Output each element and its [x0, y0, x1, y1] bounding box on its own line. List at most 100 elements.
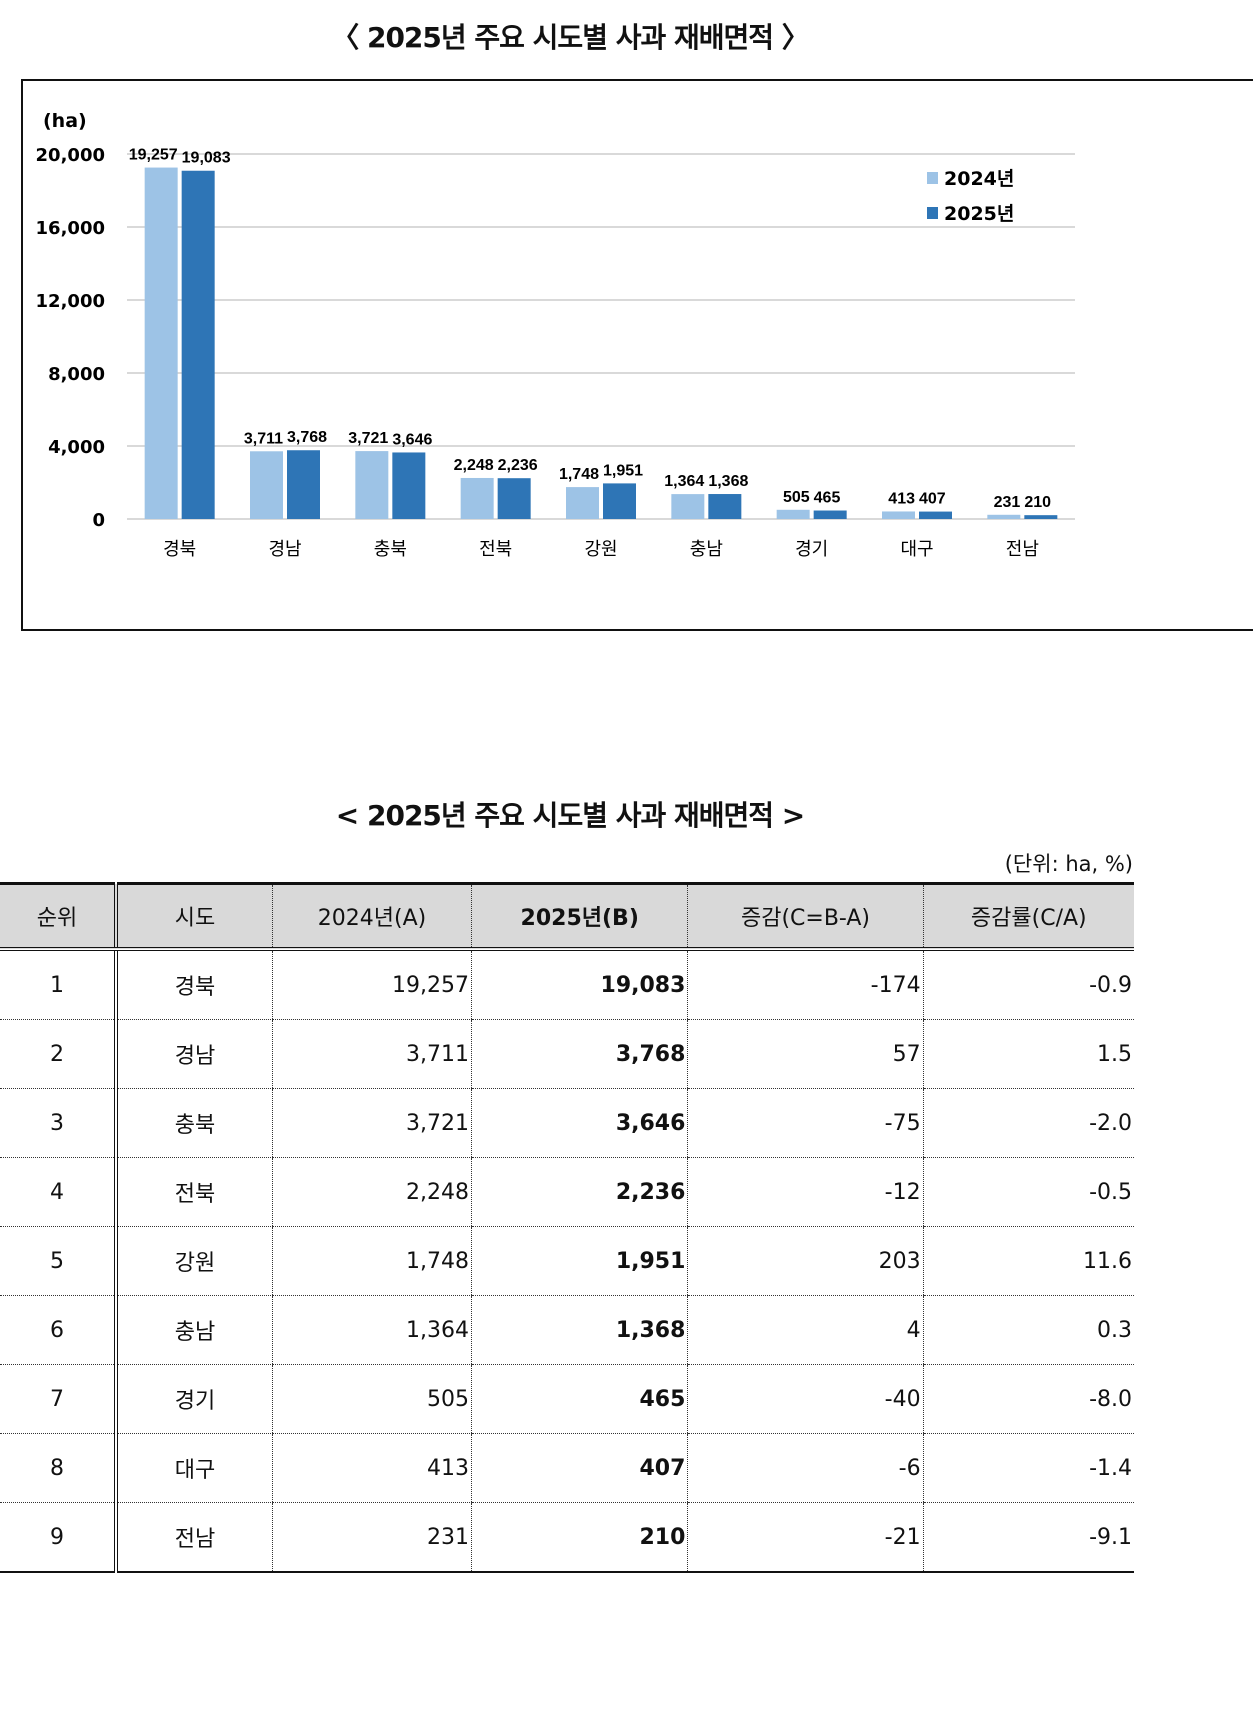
unit-note: (단위: ha, %) [1004, 852, 1133, 876]
data-label: 407 [919, 491, 946, 508]
table-header-row: 순위 시도 2024년(A) 2025년(B) 증감(C=B-A) 증감률(C/… [0, 882, 1134, 951]
data-label: 1,951 [603, 462, 643, 479]
header-change-rate: 증감률(C/A) [922, 882, 1134, 951]
table-row: 9 전남 231 210 -21 -9.1 [0, 1502, 1134, 1573]
cell-change-rate: -0.9 [922, 949, 1134, 1020]
cell-2024: 19,257 [271, 949, 472, 1020]
bar-2024 [144, 167, 178, 519]
cell-region: 충북 [114, 1088, 273, 1158]
data-label: 231 [994, 494, 1021, 511]
cell-2024: 1,748 [271, 1226, 472, 1296]
bar-2025 [497, 478, 531, 519]
bar-2024 [987, 514, 1021, 519]
cell-change: 57 [687, 1019, 924, 1089]
y-tick-label: 4,000 [48, 437, 105, 458]
chart-frame: (ha) 0 4,000 8,000 12,000 16,000 20,000 19,257 1… [21, 79, 1253, 631]
y-axis-label: (ha) [43, 110, 87, 132]
header-rank: 순위 [0, 882, 116, 951]
bar-2025 [603, 483, 636, 519]
cell-2025: 465 [471, 1364, 688, 1434]
cell-region: 대구 [114, 1433, 273, 1503]
cell-change-rate: -0.5 [922, 1157, 1134, 1227]
cell-change-rate: -1.4 [922, 1433, 1134, 1503]
cell-change: -6 [687, 1433, 924, 1503]
table-row: 4 전북 2,248 2,236 -12 -0.5 [0, 1157, 1134, 1227]
x-tick-label: 강원 [584, 539, 617, 560]
cell-2025: 1,368 [471, 1295, 688, 1365]
cell-rank: 3 [0, 1088, 116, 1158]
cell-change: -21 [687, 1502, 924, 1573]
data-label: 2,236 [498, 457, 538, 474]
x-tick-label: 전북 [479, 539, 512, 560]
cell-region: 강원 [114, 1226, 273, 1296]
cell-change: 4 [687, 1295, 924, 1365]
cell-change-rate: -8.0 [922, 1364, 1134, 1434]
bar-2024 [566, 487, 599, 519]
cell-2024: 505 [271, 1364, 472, 1434]
bar-2024 [250, 451, 283, 519]
bar-2025 [392, 452, 426, 519]
cell-2025: 1,951 [471, 1226, 688, 1296]
cell-2025: 210 [471, 1502, 688, 1573]
cell-2024: 413 [271, 1433, 472, 1503]
cell-region: 충남 [114, 1295, 273, 1365]
bar-2025 [919, 511, 952, 519]
cell-2024: 2,248 [271, 1157, 472, 1227]
bar-2024 [355, 451, 389, 519]
cell-2025: 407 [471, 1433, 688, 1503]
cell-2024: 3,721 [271, 1088, 472, 1158]
data-label: 1,368 [708, 473, 748, 490]
cell-change-rate: -2.0 [922, 1088, 1134, 1158]
y-tick-label: 0 [92, 510, 105, 531]
cell-change-rate: -9.1 [922, 1502, 1134, 1573]
data-label: 2,248 [454, 457, 494, 474]
cell-region: 경북 [114, 949, 273, 1020]
bar-2025 [1024, 515, 1058, 519]
cell-2025: 3,768 [471, 1019, 688, 1089]
cell-2025: 19,083 [471, 949, 688, 1020]
table-row: 8 대구 413 407 -6 -1.4 [0, 1433, 1134, 1503]
cell-2024: 3,711 [271, 1019, 472, 1089]
x-tick-label: 경북 [163, 539, 196, 560]
header-2024: 2024년(A) [271, 882, 472, 951]
y-tick-label: 12,000 [36, 291, 105, 312]
data-label: 413 [888, 490, 915, 507]
x-tick-label: 경남 [268, 539, 301, 560]
bar-2024 [671, 494, 705, 519]
data-label: 1,748 [559, 466, 599, 483]
header-change: 증감(C=B-A) [687, 882, 924, 951]
cell-change-rate: 1.5 [922, 1019, 1134, 1089]
data-label: 3,768 [287, 429, 327, 446]
y-tick-label: 8,000 [48, 364, 105, 385]
legend-swatch [927, 207, 938, 219]
cell-region: 경남 [114, 1019, 273, 1089]
cell-2025: 2,236 [471, 1157, 688, 1227]
cell-change: 203 [687, 1226, 924, 1296]
data-label: 1,364 [664, 473, 704, 490]
header-2025: 2025년(B) [471, 882, 688, 951]
bar-2025 [287, 450, 320, 519]
x-tick-label: 충북 [374, 539, 407, 560]
cell-change: -174 [687, 949, 924, 1020]
legend-label: 2025년 [944, 203, 1014, 225]
cell-rank: 1 [0, 949, 116, 1020]
data-label: 19,083 [182, 150, 231, 167]
data-label: 465 [814, 490, 841, 507]
header-region: 시도 [114, 882, 273, 951]
table-row: 2 경남 3,711 3,768 57 1.5 [0, 1019, 1134, 1089]
cell-2024: 231 [271, 1502, 472, 1573]
table-row: 5 강원 1,748 1,951 203 11.6 [0, 1226, 1134, 1296]
cell-change: -75 [687, 1088, 924, 1158]
y-tick-label: 20,000 [36, 145, 105, 166]
cell-rank: 7 [0, 1364, 116, 1434]
cell-2025: 3,646 [471, 1088, 688, 1158]
bar-2025 [813, 510, 847, 519]
data-label: 210 [1024, 494, 1051, 511]
cell-rank: 4 [0, 1157, 116, 1227]
bar-2024 [882, 511, 915, 519]
table-title: < 2025년 주요 시도별 사과 재배면적 > [335, 799, 805, 832]
cell-change-rate: 0.3 [922, 1295, 1134, 1365]
legend-swatch [927, 172, 938, 184]
cell-region: 전북 [114, 1157, 273, 1227]
